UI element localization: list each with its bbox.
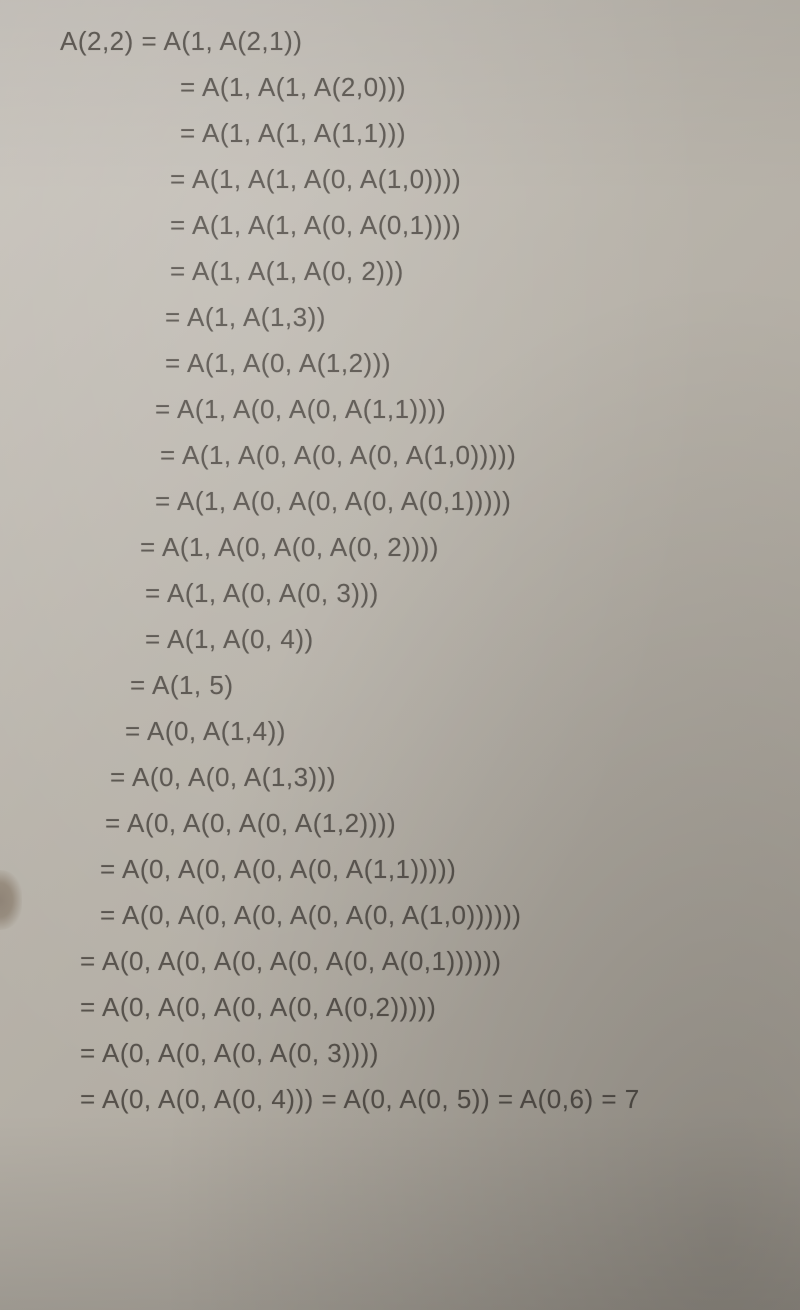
derivation-line: = A(0, A(1,4)) (125, 718, 780, 744)
derivation-line: = A(0, A(0, A(0, A(0, A(0, A(1,0)))))) (100, 902, 780, 928)
derivation-line: = A(1, A(1, A(0, 2))) (170, 258, 780, 284)
derivation-line: = A(0, A(0, A(0, 4))) = A(0, A(0, 5)) = … (80, 1086, 780, 1112)
handwritten-page: A(2,2) = A(1, A(2,1)) = A(1, A(1, A(2,0))… (0, 0, 800, 1310)
derivation-line: = A(0, A(0, A(0, A(0, 3)))) (80, 1040, 780, 1066)
derivation-lines: A(2,2) = A(1, A(2,1)) = A(1, A(1, A(2,0))… (60, 28, 780, 1112)
derivation-line: A(2,2) = A(1, A(2,1)) (60, 28, 780, 54)
derivation-line: = A(1, A(1,3)) (165, 304, 780, 330)
derivation-line: = A(1, A(0, A(1,2))) (165, 350, 780, 376)
derivation-line: = A(1, 5) (130, 672, 780, 698)
derivation-line: = A(1, A(1, A(2,0))) (180, 74, 780, 100)
derivation-line: = A(1, A(1, A(0, A(0,1)))) (170, 212, 780, 238)
derivation-line: = A(1, A(0, 4)) (145, 626, 780, 652)
derivation-line: = A(1, A(0, A(0, A(1,1)))) (155, 396, 780, 422)
derivation-line: = A(0, A(0, A(0, A(0, A(1,1))))) (100, 856, 780, 882)
derivation-line: = A(1, A(0, A(0, A(0, 2)))) (140, 534, 780, 560)
derivation-line: = A(0, A(0, A(1,3))) (110, 764, 780, 790)
derivation-line: = A(1, A(1, A(1,1))) (180, 120, 780, 146)
derivation-line: = A(1, A(0, A(0, A(0, A(1,0))))) (160, 442, 780, 468)
derivation-line: = A(1, A(1, A(0, A(1,0)))) (170, 166, 780, 192)
derivation-line: = A(0, A(0, A(0, A(0, A(0, A(0,1)))))) (80, 948, 780, 974)
derivation-line: = A(0, A(0, A(0, A(0, A(0,2))))) (80, 994, 780, 1020)
derivation-line: = A(1, A(0, A(0, 3))) (145, 580, 780, 606)
derivation-line: = A(0, A(0, A(0, A(1,2)))) (105, 810, 780, 836)
derivation-line: = A(1, A(0, A(0, A(0, A(0,1))))) (155, 488, 780, 514)
